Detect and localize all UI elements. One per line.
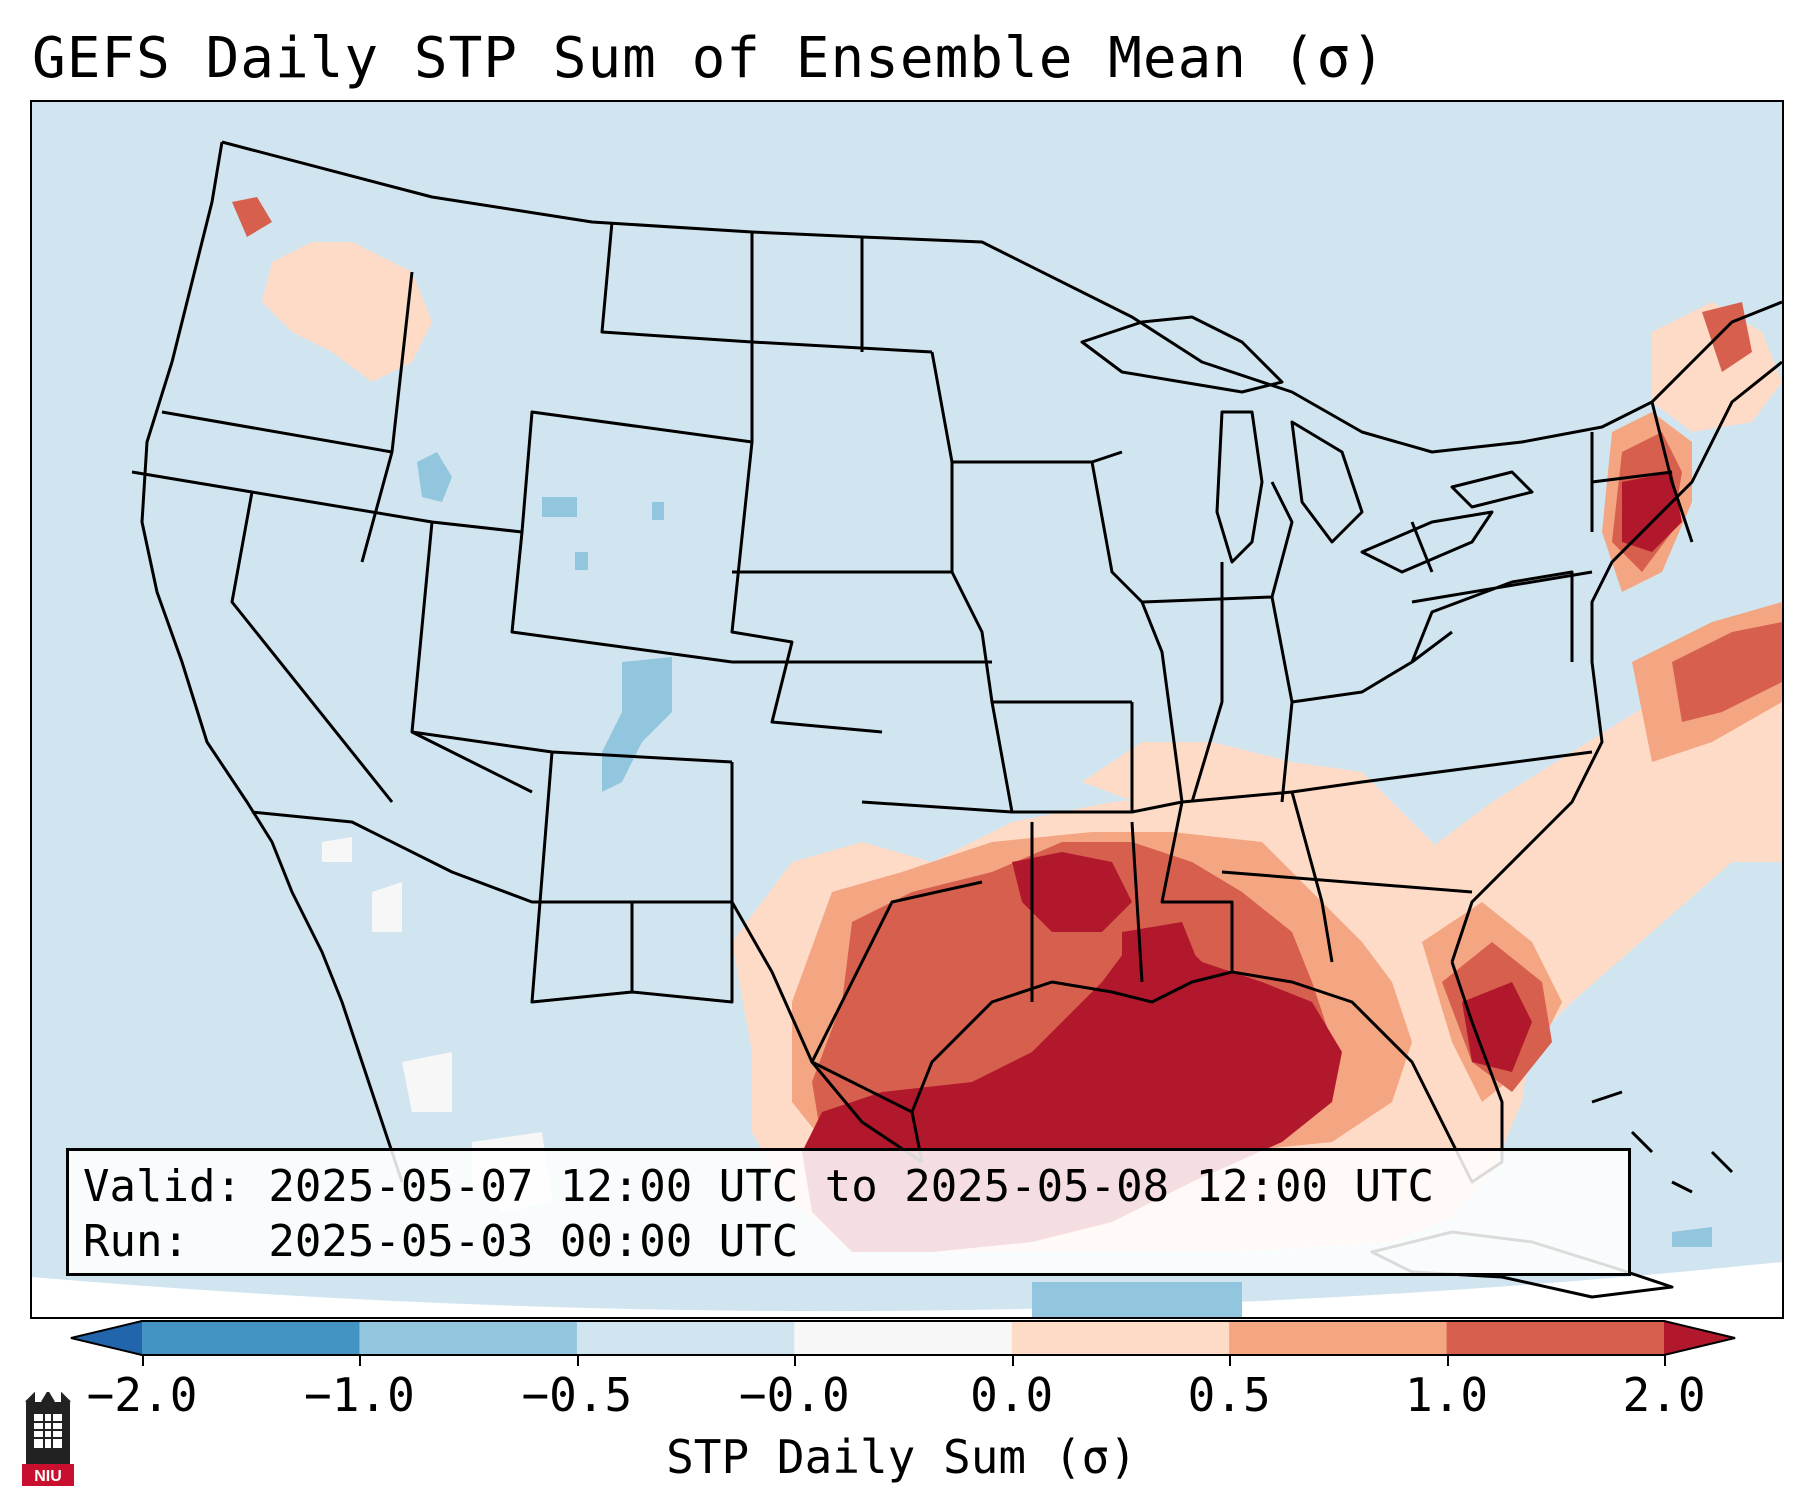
field-region-darkred-mississippi: [1122, 922, 1202, 1022]
projection-edge: [32, 1262, 1782, 1317]
map-frame: [30, 100, 1784, 1319]
colorbar-tick-label: 0.5: [1187, 1368, 1271, 1422]
field-region-white-baja: [322, 837, 352, 862]
lake-erie: [1360, 510, 1494, 574]
stp-map: [32, 102, 1782, 1317]
colorbar-tick-label: −0.0: [738, 1368, 850, 1422]
lake-ontario: [1450, 470, 1534, 509]
run-time-line: Run: 2025-05-03 00:00 UTC: [83, 1216, 799, 1267]
lake-michigan: [1215, 410, 1264, 564]
info-box: Valid: 2025-05-07 12:00 UTC to 2025-05-0…: [66, 1148, 1631, 1276]
state-lines: [131, 221, 1694, 1114]
lake-superior: [1080, 315, 1284, 394]
colorbar-bin: [142, 1320, 360, 1356]
field-region-blue-wyoming: [542, 497, 577, 517]
field-region-darkred-arkansas: [1012, 852, 1132, 932]
field-region-blue-colorado: [602, 657, 672, 792]
boundaries-layer: [131, 140, 1782, 1299]
atlantic-coast: [1450, 360, 1782, 963]
field-region-light-maine: [1652, 302, 1782, 432]
colorbar-tick-mark: [1664, 1354, 1666, 1366]
colorbar-tick-mark: [576, 1354, 579, 1366]
stp-field-layer: [232, 197, 1782, 1317]
colorbar-bin: [1446, 1320, 1665, 1356]
colorbar-tick-label: −2.0: [86, 1368, 198, 1422]
logo-banner: [22, 1464, 74, 1486]
field-region-white-mexico-2: [402, 1052, 452, 1112]
colorbar-tick-mark: [1229, 1354, 1232, 1366]
niu-logo: NIU: [22, 1392, 74, 1486]
colorbar-tick-label: 2.0: [1622, 1368, 1706, 1422]
colorbar-tick-label: 1.0: [1405, 1368, 1489, 1422]
valid-time-line: Valid: 2025-05-07 12:00 UTC to 2025-05-0…: [83, 1161, 1435, 1212]
field-region-blue-idaho: [417, 452, 452, 502]
colorbar-bin: [359, 1320, 578, 1356]
colorbar-bin: [1011, 1320, 1230, 1356]
field-region-white-sonora: [372, 882, 402, 932]
logo-text: NIU: [34, 1468, 62, 1485]
us-canada-border: [221, 140, 1782, 454]
colorbar-bin: [576, 1320, 795, 1356]
field-region-blue-gulf-bottom: [1032, 1282, 1242, 1317]
colorbar-extend-low: [70, 1320, 142, 1356]
colorbar-tick-mark: [1011, 1354, 1014, 1366]
field-region-light-pnw: [262, 242, 432, 382]
colorbar-tick-label: −0.5: [521, 1368, 633, 1422]
field-region-darkred-atlantic: [1462, 982, 1532, 1072]
chart-title: GEFS Daily STP Sum of Ensemble Mean (σ): [32, 26, 1386, 91]
field-region-darkred-newengland: [1622, 472, 1682, 552]
field-region-darkred-pnw: [232, 197, 272, 237]
colorbar-tick-label: −1.0: [304, 1368, 415, 1422]
field-region-blue-wyoming-3: [575, 552, 588, 570]
colorbar-bin: [794, 1320, 1013, 1356]
lake-huron: [1290, 420, 1364, 544]
field-region-red-atlantic-north: [1672, 622, 1782, 722]
pacific-coast: [140, 141, 404, 1183]
colorbar-tick-mark: [794, 1354, 797, 1366]
colorbar-extend-high: [1664, 1320, 1736, 1356]
colorbar-tick-mark: [359, 1354, 362, 1366]
colorbar-label: STP Daily Sum (σ): [666, 1430, 1137, 1484]
field-region-light-ohio-valley: [1082, 742, 1292, 812]
field-region-blue-caribbean: [1672, 1227, 1712, 1247]
field-region-blue-wyoming-2: [652, 502, 664, 520]
colorbar-bin: [1229, 1320, 1448, 1356]
colorbar-tick-mark: [142, 1354, 144, 1366]
us-mexico-border: [251, 810, 923, 1164]
colorbar-tick-mark: [1446, 1354, 1449, 1366]
colorbar-tick-label: 0.0: [970, 1368, 1054, 1422]
bahamas: [1591, 1090, 1734, 1194]
colorbar: [70, 1320, 1736, 1356]
